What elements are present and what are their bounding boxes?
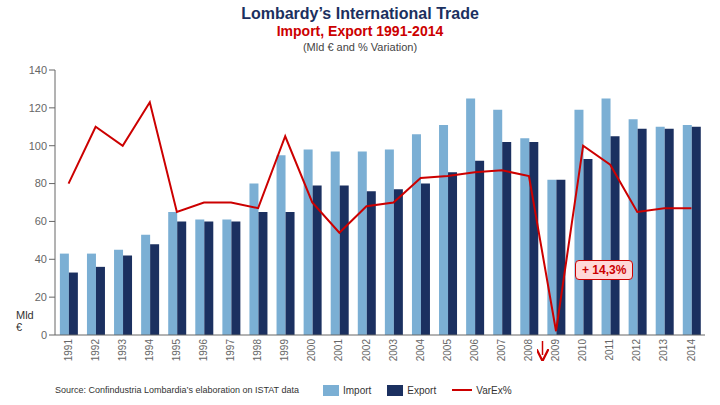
html-text:Export: Export (407, 384, 437, 396)
svg-text:2004: 2004 (415, 339, 426, 362)
svg-text:60: 60 (35, 215, 47, 227)
svg-text:2000: 2000 (306, 339, 317, 362)
html-text:VarEx%: VarEx% (476, 384, 512, 396)
svg-text:2008: 2008 (523, 339, 534, 362)
html-text:(Mld € and % Variation): (Mld € and % Variation) (302, 41, 418, 53)
svg-text:20: 20 (35, 291, 47, 303)
svg-text:2002: 2002 (361, 339, 372, 362)
svg-text:2003: 2003 (388, 339, 399, 362)
svg-text:80: 80 (35, 177, 47, 189)
svg-text:1992: 1992 (90, 339, 101, 362)
svg-text:140: 140 (29, 64, 47, 76)
svg-text:1991: 1991 (63, 339, 74, 362)
svg-text:1993: 1993 (117, 339, 128, 362)
svg-text:1997: 1997 (225, 339, 236, 362)
svg-text:1995: 1995 (171, 339, 182, 362)
svg-text:1994: 1994 (144, 339, 155, 362)
svg-text:2013: 2013 (658, 339, 669, 362)
svg-text:2006: 2006 (469, 339, 480, 362)
svg-text:Mld€: Mld€ (16, 309, 34, 333)
svg-text:2001: 2001 (333, 339, 344, 362)
html-text:Import: Import (343, 384, 372, 396)
svg-text:2005: 2005 (442, 339, 453, 362)
svg-text:40: 40 (35, 253, 47, 265)
svg-text:2014: 2014 (686, 339, 697, 362)
svg-text:0: 0 (41, 329, 47, 341)
svg-text:1996: 1996 (198, 339, 209, 362)
svg-text:2009: 2009 (550, 339, 561, 362)
svg-text:2010: 2010 (577, 339, 588, 362)
svg-text:1999: 1999 (279, 339, 290, 362)
html-text:Source: Confindustria Lombardi: Source: Confindustria Lombardia’s elabor… (55, 385, 299, 395)
svg-text:1998: 1998 (252, 339, 263, 362)
html-text:+ 14,3%: + 14,3% (582, 263, 627, 277)
svg-text:2011: 2011 (604, 339, 615, 361)
html-text:Lombardy’s International Trade: Lombardy’s International Trade (241, 5, 479, 22)
svg-text:2012: 2012 (631, 339, 642, 362)
html-text:Import, Export 1991-2014: Import, Export 1991-2014 (276, 23, 444, 39)
svg-text:2007: 2007 (496, 339, 507, 362)
svg-text:120: 120 (29, 102, 47, 114)
svg-text:100: 100 (29, 140, 47, 152)
